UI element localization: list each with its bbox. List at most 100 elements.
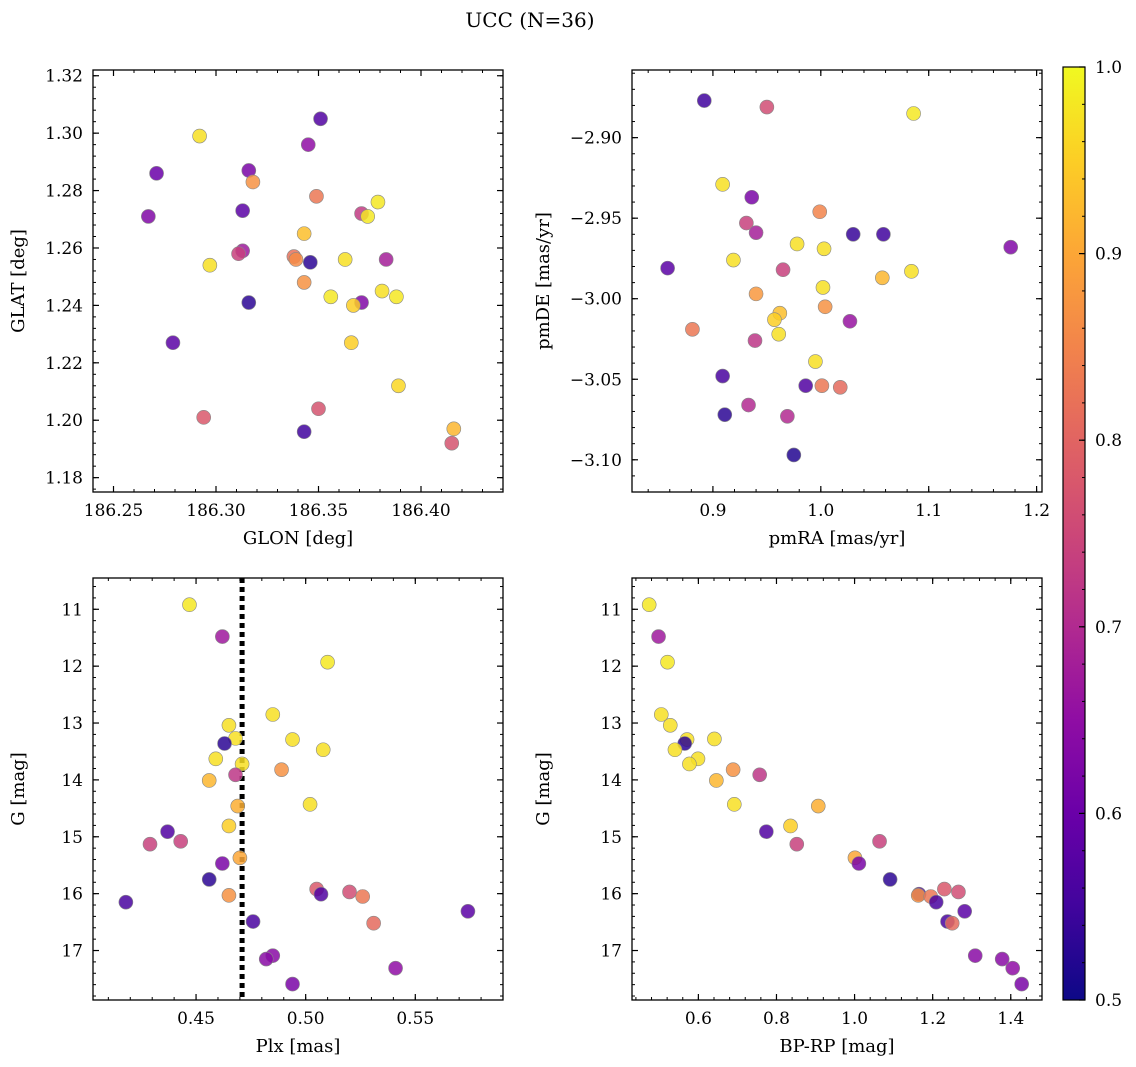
data-point xyxy=(726,252,741,268)
x-tick-label: 1.0 xyxy=(807,501,834,521)
x-tick-label: 1.1 xyxy=(915,501,942,521)
data-point xyxy=(641,597,657,613)
data-point xyxy=(767,312,782,327)
data-point xyxy=(771,326,787,342)
data-point xyxy=(748,225,764,240)
data-point xyxy=(660,260,675,276)
data-point xyxy=(221,888,237,903)
data-point xyxy=(651,629,666,644)
colorbar-tick-label: 0.7 xyxy=(1095,618,1122,638)
data-point xyxy=(715,368,730,384)
y-axis-label: GLAT [deg] xyxy=(8,229,29,333)
data-point xyxy=(882,872,898,887)
data-point xyxy=(994,951,1010,967)
data-point xyxy=(241,295,257,310)
colorbar-tick-label: 1.0 xyxy=(1095,58,1122,78)
data-point xyxy=(202,257,218,273)
data-point xyxy=(707,731,722,747)
data-point xyxy=(296,226,312,241)
data-point xyxy=(342,884,357,900)
data-point xyxy=(315,742,331,758)
data-point xyxy=(717,407,733,422)
data-point xyxy=(391,378,406,394)
data-point xyxy=(366,915,381,931)
data-point xyxy=(230,798,246,814)
data-point xyxy=(141,209,156,224)
x-tick-label: 0.45 xyxy=(177,1009,215,1029)
data-point xyxy=(160,824,175,839)
y-tick-label: −2.95 xyxy=(570,209,622,229)
data-point xyxy=(323,289,339,305)
y-tick-label: 1.18 xyxy=(45,469,83,489)
y-tick-label: 15 xyxy=(61,828,83,848)
data-point xyxy=(904,264,919,279)
data-point xyxy=(234,756,250,772)
y-tick-label: 12 xyxy=(61,657,83,677)
y-tick-label: 1.24 xyxy=(45,296,83,316)
y-axis-label: G [mag] xyxy=(8,752,29,825)
y-tick-label: −3.10 xyxy=(570,451,622,471)
data-point xyxy=(201,872,217,887)
colorbar: 0.5 0.6 0.7 0.8 0.9 1.0 xyxy=(1062,58,1122,1011)
axes-frame xyxy=(92,577,504,1001)
data-point xyxy=(715,177,730,192)
x-tick-label: 0.9 xyxy=(699,501,726,521)
data-point xyxy=(288,252,304,267)
x-tick-label: 186.25 xyxy=(84,501,143,521)
panel-glon-glat: 186.25 186.30 186.35 186.40 1.18 1.20 1.22 1.24… xyxy=(8,67,504,549)
data-point xyxy=(360,209,376,224)
axes-frame xyxy=(631,577,1043,1001)
data-point xyxy=(118,894,134,910)
y-tick-label: 1.26 xyxy=(45,239,83,259)
data-point xyxy=(245,914,261,929)
data-point xyxy=(798,378,814,393)
data-point xyxy=(196,410,211,425)
data-point xyxy=(309,189,324,204)
data-point xyxy=(815,280,831,295)
x-tick-label: 1.0 xyxy=(841,1009,868,1029)
data-point xyxy=(374,283,390,299)
data-point xyxy=(775,262,791,278)
data-point xyxy=(780,408,795,424)
data-point xyxy=(302,255,318,270)
data-point xyxy=(346,298,361,313)
data-point xyxy=(910,888,926,903)
y-axis-label: G [mag] xyxy=(533,752,554,825)
data-point xyxy=(944,915,960,931)
data-point xyxy=(221,718,237,733)
x-tick-label: 0.55 xyxy=(396,1009,434,1029)
data-point xyxy=(759,99,775,115)
data-point xyxy=(296,275,312,290)
data-point xyxy=(812,204,828,220)
data-point xyxy=(313,111,328,127)
data-point xyxy=(182,597,197,613)
y-tick-label: 1.32 xyxy=(45,67,83,87)
colorbar-tick-label: 0.6 xyxy=(1095,804,1122,824)
data-point xyxy=(747,333,763,348)
data-point xyxy=(725,762,741,777)
y-tick-label: 13 xyxy=(61,714,83,734)
data-point xyxy=(814,378,830,393)
data-point xyxy=(265,707,281,722)
data-point xyxy=(285,976,300,992)
data-point xyxy=(808,354,823,369)
data-point xyxy=(1014,976,1029,992)
panel-pmra-pmde: 0.9 1.0 1.1 1.2 −3.10 −3.05 −3.00 −2.95 −2.90 pmR… xyxy=(533,69,1050,549)
x-tick-label: 0.6 xyxy=(685,1009,712,1029)
y-tick-label: 1.28 xyxy=(45,182,83,202)
data-point xyxy=(752,767,767,783)
data-point xyxy=(274,762,289,777)
x-tick-label: 186.40 xyxy=(391,501,450,521)
y-tick-label: 11 xyxy=(600,600,622,620)
x-axis-label: pmRA [mas/yr] xyxy=(769,528,906,549)
data-point xyxy=(460,903,476,919)
y-tick-label: 17 xyxy=(61,942,83,962)
colorbar-tick-label: 0.9 xyxy=(1095,245,1122,265)
data-point xyxy=(842,313,858,329)
data-point xyxy=(817,299,833,315)
data-point xyxy=(741,397,756,413)
data-point xyxy=(832,380,848,395)
y-tick-label: 1.22 xyxy=(45,354,83,374)
colorbar-tick-label: 0.8 xyxy=(1095,431,1122,451)
data-point xyxy=(320,654,335,670)
